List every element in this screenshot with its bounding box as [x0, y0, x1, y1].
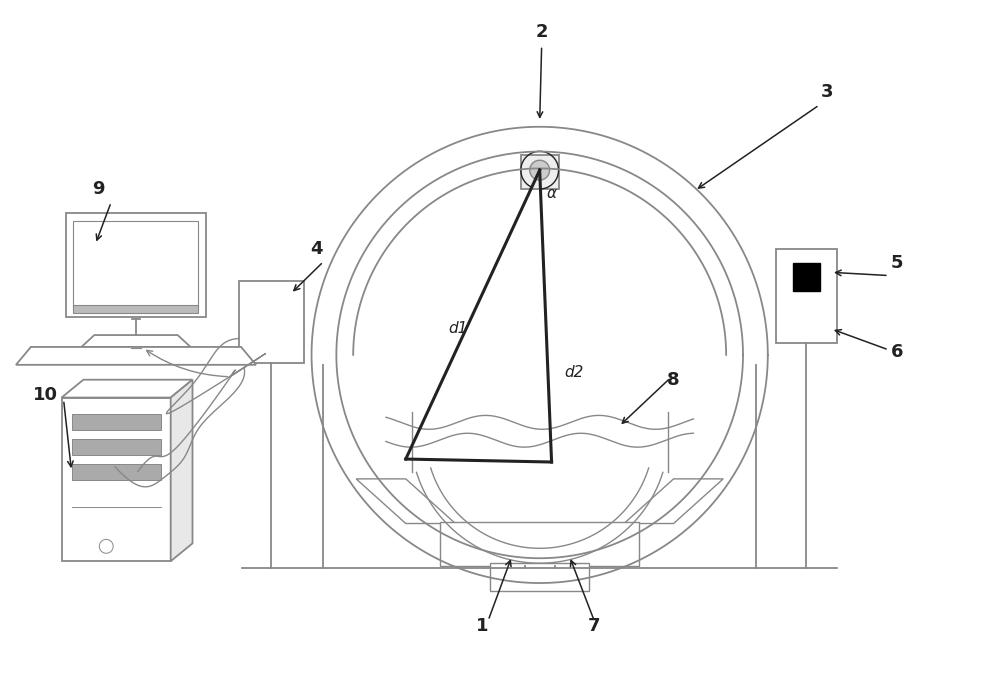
- Bar: [73, 306, 198, 313]
- Text: d2: d2: [564, 364, 584, 379]
- Text: 10: 10: [33, 386, 58, 403]
- Circle shape: [530, 160, 550, 180]
- Bar: [793, 264, 820, 291]
- Bar: [490, 563, 589, 591]
- Bar: [66, 213, 206, 317]
- Text: $\alpha$: $\alpha$: [546, 186, 557, 201]
- Bar: [72, 414, 161, 430]
- Circle shape: [99, 539, 113, 553]
- Text: d1: d1: [448, 321, 468, 336]
- Text: 6: 6: [891, 343, 903, 361]
- Bar: [62, 397, 171, 561]
- Polygon shape: [356, 479, 455, 523]
- Bar: [521, 155, 559, 189]
- Text: 5: 5: [891, 253, 903, 272]
- Polygon shape: [81, 335, 191, 347]
- Bar: [72, 439, 161, 455]
- Text: 9: 9: [92, 180, 105, 198]
- Text: 2: 2: [535, 23, 548, 42]
- Text: 8: 8: [667, 371, 680, 388]
- Polygon shape: [62, 379, 193, 397]
- Text: 7: 7: [588, 616, 600, 634]
- Text: 1: 1: [476, 616, 488, 634]
- Bar: [440, 521, 639, 566]
- Bar: [73, 221, 198, 308]
- Polygon shape: [624, 479, 723, 523]
- Polygon shape: [171, 379, 193, 561]
- Bar: [776, 249, 837, 343]
- Polygon shape: [16, 347, 256, 365]
- Text: 4: 4: [310, 240, 323, 258]
- Bar: [72, 464, 161, 480]
- Bar: [239, 282, 304, 363]
- Text: 3: 3: [821, 83, 834, 101]
